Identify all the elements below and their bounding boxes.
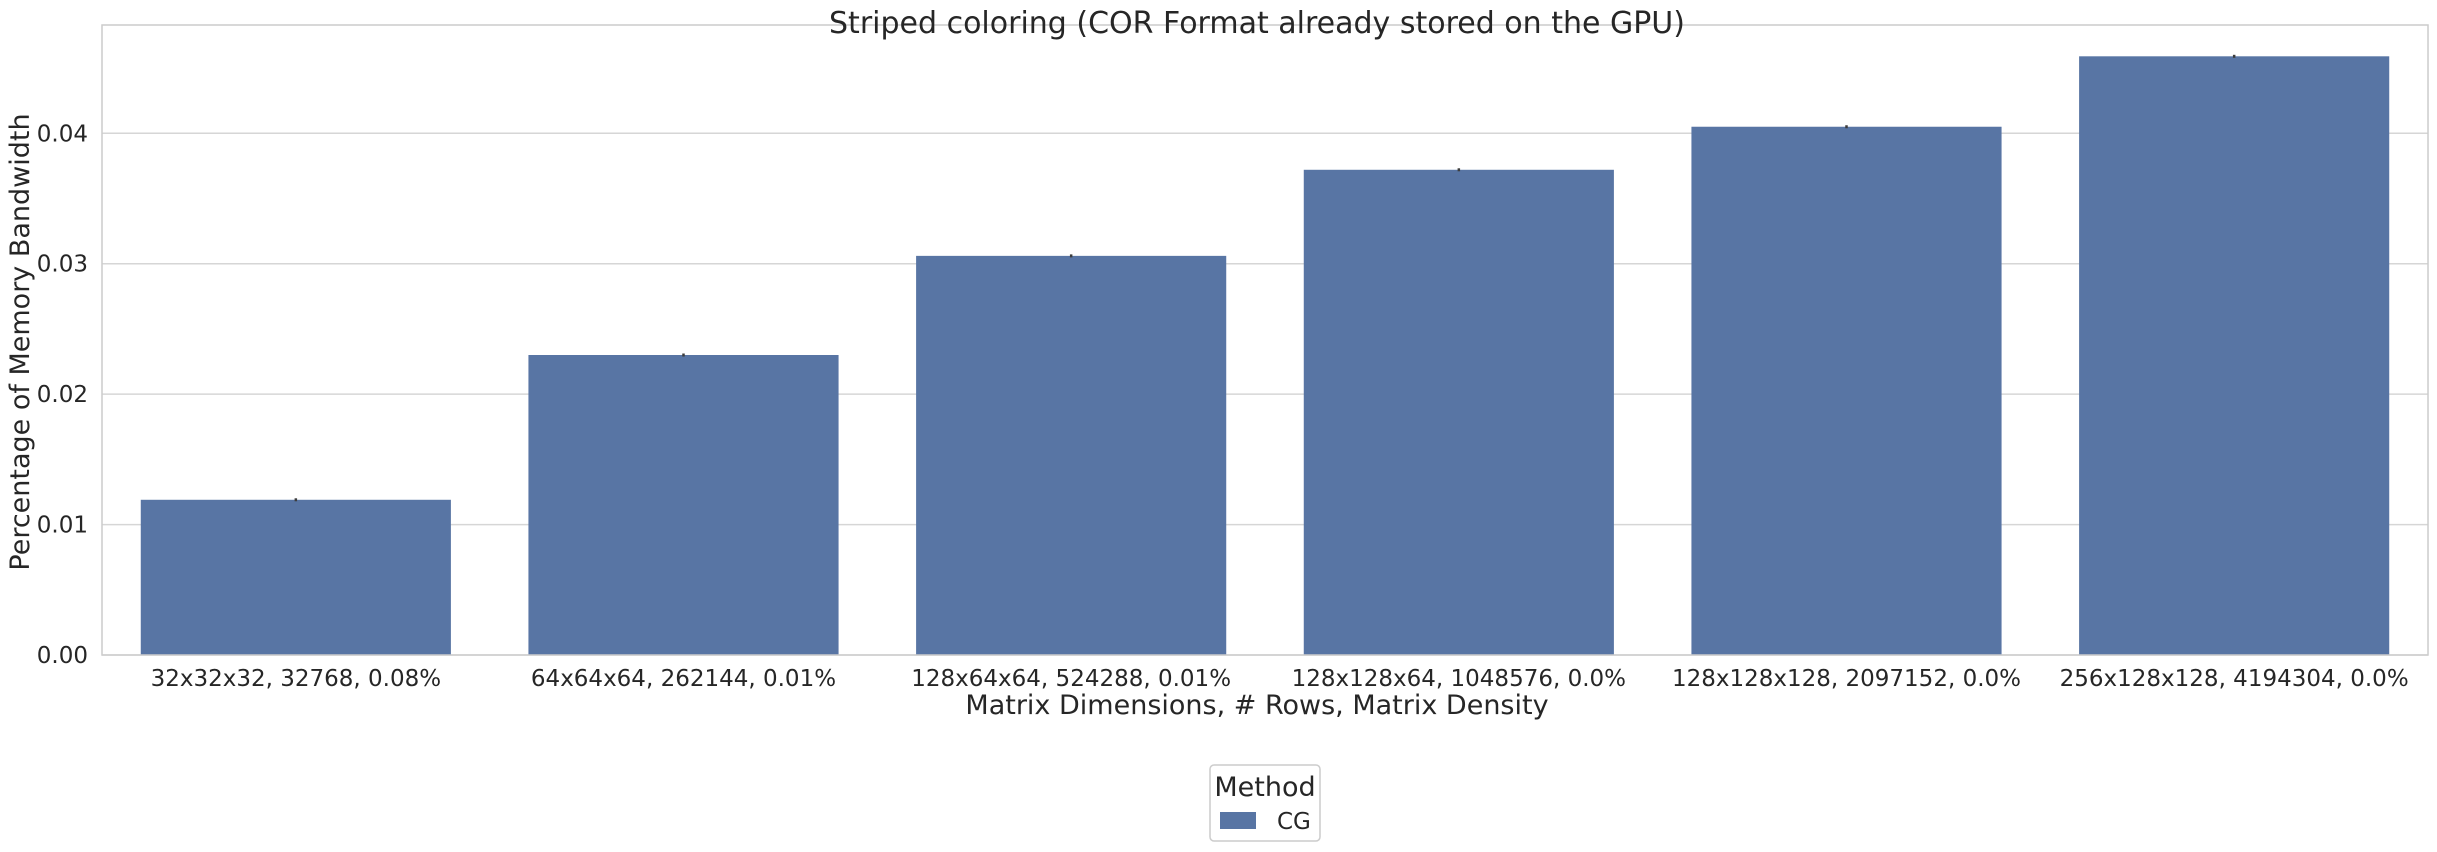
x-tick-label: 32x32x32, 32768, 0.08% xyxy=(151,666,442,692)
error-bars xyxy=(294,54,2236,502)
plot-frame xyxy=(101,24,2429,656)
x-axis-title: Matrix Dimensions, # Rows, Matrix Densit… xyxy=(965,690,1548,721)
y-tick-labels: 0.00 0.01 0.02 0.03 0.04 xyxy=(37,121,88,669)
y-tick-label: 0.01 xyxy=(37,513,88,539)
bar xyxy=(2079,56,2390,656)
y-tick-label: 0.03 xyxy=(37,252,88,278)
bar xyxy=(1303,169,1614,656)
x-tick-label: 64x64x64, 262144, 0.01% xyxy=(531,666,836,692)
y-tick-label: 0.04 xyxy=(37,121,88,147)
chart-title: Striped coloring (COR Format already sto… xyxy=(829,6,1685,41)
y-axis-title: Percentage of Memory Bandwidth xyxy=(5,113,36,570)
bars xyxy=(140,56,2390,656)
x-tick-label: 128x64x64, 524288, 0.01% xyxy=(911,666,1231,692)
bar xyxy=(140,499,451,655)
x-tick-label: 128x128x64, 1048576, 0.0% xyxy=(1292,666,1626,692)
x-tick-label: 128x128x128, 2097152, 0.0% xyxy=(1672,666,2021,692)
x-tick-labels: 32x32x32, 32768, 0.08% 64x64x64, 262144, … xyxy=(151,666,2409,692)
legend: Method CG xyxy=(1209,764,1321,842)
legend-label-cg: CG xyxy=(1277,809,1311,835)
bar xyxy=(1691,126,2002,655)
legend-title: Method xyxy=(1214,772,1315,803)
legend-swatch-cg xyxy=(1220,812,1256,829)
y-tick-label: 0.02 xyxy=(37,382,88,408)
x-tick-label: 256x128x128, 4194304, 0.0% xyxy=(2060,666,2409,692)
y-tick-label: 0.00 xyxy=(37,643,88,669)
bar xyxy=(916,255,1227,655)
bar xyxy=(528,355,839,655)
